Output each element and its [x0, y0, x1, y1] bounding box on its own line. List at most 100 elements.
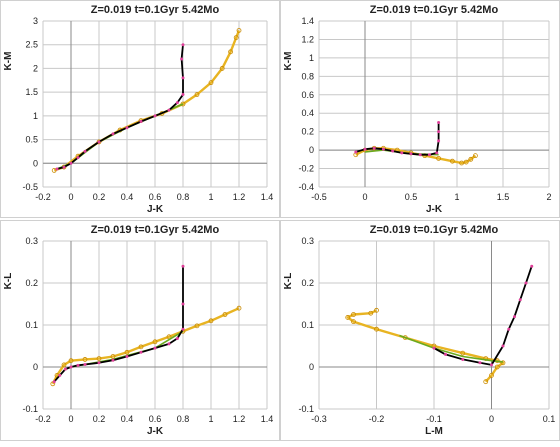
black-track-point — [513, 315, 516, 319]
orange-track-point — [463, 159, 469, 165]
x-tick-label: 1.5 — [497, 192, 510, 202]
orange-track-point — [82, 357, 88, 362]
x-tick-label: 0.8 — [177, 192, 190, 202]
black-track-point — [427, 153, 431, 157]
x-tick-label: 0.4 — [121, 414, 134, 424]
orange-track — [346, 309, 505, 383]
orange-track-point — [374, 326, 379, 332]
black-track-point — [478, 361, 482, 365]
black-track-point — [175, 336, 179, 340]
orange-track-point — [208, 80, 214, 86]
x-tick-label: 0 — [68, 414, 73, 424]
black-track-point — [180, 57, 184, 61]
black-track-point — [167, 108, 171, 112]
black-track-point — [125, 355, 129, 358]
y-tick-label: -0.1 — [298, 404, 314, 414]
y-tick-label: 0.5 — [25, 135, 38, 145]
x-tick-label: 0 — [68, 192, 73, 202]
black-track-point — [181, 327, 185, 331]
y-axis-label: K-L — [3, 273, 14, 290]
x-axis-label: J-K — [147, 426, 164, 437]
orange-track-point — [194, 92, 200, 97]
x-tick-label: 0.1 — [543, 414, 556, 424]
chart-title: Z=0.019 t=0.1Gyr 5.42Mo — [370, 224, 499, 236]
black-track-point — [83, 362, 87, 366]
orange-track-point — [436, 156, 442, 161]
orange-track-point — [51, 167, 57, 173]
orange-track-point — [351, 312, 356, 317]
x-axis-label: L-M — [425, 426, 443, 437]
y-tick-label: 0.6 — [301, 90, 314, 100]
black-track — [56, 44, 184, 170]
black-track-point — [363, 147, 367, 151]
chart-svg: -0.2 0 0.2 0.4 0.6 0.8 1 1.2 1.4 -0.5 0 0.5 1 1.5 2 2.5… — [3, 4, 274, 215]
orange-track-point — [460, 350, 466, 356]
x-tick-label: 1.4 — [261, 414, 274, 424]
y-tick-label: 0.1 — [301, 320, 314, 330]
black-track-point — [507, 327, 511, 331]
black-track-point — [432, 346, 436, 350]
x-tick-label: 1.4 — [261, 192, 274, 202]
black-track-point — [167, 342, 171, 346]
y-tick-label: 0.3 — [301, 236, 314, 246]
orange-track-point — [472, 153, 478, 159]
orange-track-point — [166, 334, 172, 340]
x-tick-label: -0.3 — [311, 414, 327, 424]
black-track-point — [435, 151, 439, 155]
black-track-point — [400, 151, 404, 155]
orange-track-point — [468, 156, 474, 162]
black-track-point — [181, 302, 185, 306]
y-tick-label: 1 — [33, 111, 38, 121]
chart-title: Z=0.019 t=0.1Gyr 5.42Mo — [91, 224, 220, 236]
y-tick-label: 0.2 — [25, 278, 38, 288]
y-tick-label: 0.2 — [301, 127, 314, 137]
black-track-point — [437, 130, 441, 134]
x-tick-label: 0.2 — [93, 414, 106, 424]
orange-track-point — [219, 66, 225, 71]
black-track-point — [139, 120, 143, 124]
chart-svg: -0.3 -0.2 -0.1 0 0.1 -0.1 0 0.1 0.2 0.3 Z=0.019 t=… — [283, 224, 556, 437]
black-track-point — [97, 361, 101, 365]
black-track-point — [444, 352, 447, 356]
black-track-point — [372, 146, 376, 150]
orange-track-point — [489, 372, 494, 378]
black-track-point — [76, 156, 80, 160]
black-track-point — [69, 365, 73, 369]
x-tick-label: 0.4 — [121, 192, 134, 202]
black-track-point — [490, 363, 493, 367]
black-track-point — [175, 101, 179, 105]
y-tick-label: 1.5 — [25, 87, 38, 97]
chart-title: Z=0.019 t=0.1Gyr 5.42Mo — [91, 4, 220, 16]
orange-track-point — [233, 35, 239, 40]
y-tick-label: -0.1 — [22, 404, 38, 414]
x-tick-label: 2 — [546, 192, 551, 202]
y-tick-label: 0.4 — [301, 108, 314, 118]
black-track-point — [69, 161, 73, 165]
chart-lm-kl: -0.3 -0.2 -0.1 0 0.1 -0.1 0 0.1 0.2 0.3 Z=0.019 t=… — [280, 220, 560, 441]
x-tick-label: -0.2 — [369, 414, 385, 424]
x-tick-label: 1.2 — [233, 192, 246, 202]
black-track-point — [55, 167, 59, 171]
orange-track-point — [96, 356, 102, 362]
black-track-point — [111, 132, 115, 136]
black-track-point — [139, 350, 143, 354]
black-track-point — [181, 264, 185, 268]
black-track-point — [181, 93, 185, 97]
y-tick-label: 0.2 — [301, 278, 314, 288]
x-tick-label: 0.5 — [405, 192, 418, 202]
x-tick-label: 1 — [208, 192, 213, 202]
black-track-point — [501, 344, 505, 348]
black-track-point — [354, 150, 358, 154]
y-tick-label: -0.5 — [22, 182, 38, 192]
x-tick-label: 0 — [489, 414, 494, 424]
green-track — [399, 334, 504, 363]
black-track-point — [97, 140, 101, 144]
black-track-point — [391, 149, 395, 153]
chart-title: Z=0.019 t=0.1Gyr 5.42Mo — [370, 4, 499, 16]
black-track-point — [524, 281, 528, 285]
x-tick-label: -0.5 — [311, 192, 327, 202]
orange-track-point — [500, 360, 506, 366]
black-track-point — [530, 264, 534, 268]
orange-track-point — [351, 319, 356, 325]
y-tick-label: 2.5 — [25, 40, 38, 50]
